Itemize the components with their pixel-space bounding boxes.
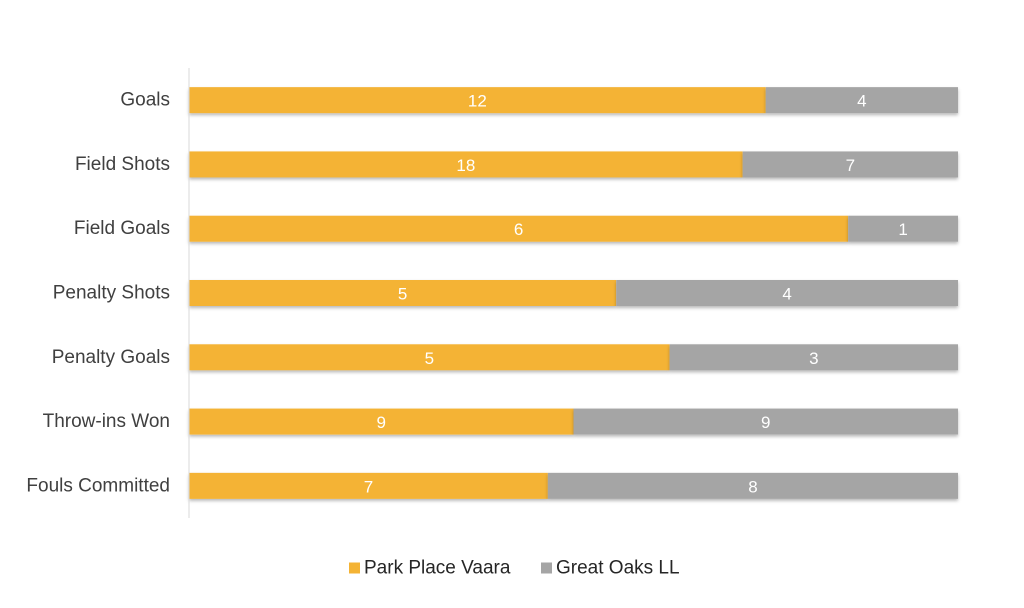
category-label: Penalty Shots: [53, 283, 170, 304]
data-label: 9: [377, 413, 386, 432]
bar-segment-series-1: [189, 344, 670, 371]
data-label: 7: [846, 156, 855, 175]
category-label: Field Goals: [74, 218, 170, 239]
bar-segment-series-2: [547, 472, 958, 499]
bar-segment-series-2: [765, 87, 958, 114]
data-label: 12: [468, 92, 487, 111]
bar-segment-series-1: [189, 472, 548, 499]
category-label: Throw-ins Won: [43, 411, 170, 432]
data-label: 5: [398, 285, 407, 304]
bar-segment-series-2: [848, 215, 958, 242]
legend-swatch: [541, 562, 552, 574]
bar-segment-series-1: [189, 280, 617, 306]
bar-segment-series-2: [669, 344, 958, 371]
bars-layer: [189, 87, 958, 499]
data-label: 3: [809, 349, 818, 368]
data-label: 18: [456, 156, 475, 175]
bar-segment-series-2: [742, 151, 958, 178]
legend-swatch: [349, 562, 360, 574]
bar-segment-series-1: [189, 215, 849, 242]
labels-layer: Goals 12 4 Field Shots 18 7 Field Goals 6 1 Penal…: [26, 90, 907, 497]
legend-label: Great Oaks LL: [556, 558, 680, 579]
bar-segment-series-1: [189, 151, 743, 178]
data-label: 1: [898, 220, 907, 239]
data-label: 4: [782, 285, 791, 304]
bar-segment-series-1: [189, 408, 574, 435]
category-label: Goals: [120, 90, 170, 111]
data-label: 9: [761, 413, 770, 432]
data-label: 4: [857, 92, 866, 111]
data-label: 6: [514, 220, 523, 239]
category-label: Penalty Goals: [52, 347, 170, 368]
bar-segment-series-2: [573, 408, 958, 435]
data-label: 8: [748, 477, 757, 496]
data-label: 7: [364, 477, 373, 496]
legend-label: Park Place Vaara: [364, 558, 511, 579]
data-label: 5: [425, 349, 434, 368]
category-label: Field Shots: [75, 154, 170, 175]
bar-segment-series-1: [189, 87, 766, 114]
legend: Park Place Vaara Great Oaks LL: [349, 558, 680, 579]
bar-segment-series-2: [616, 280, 958, 306]
category-label: Fouls Committed: [26, 475, 170, 496]
